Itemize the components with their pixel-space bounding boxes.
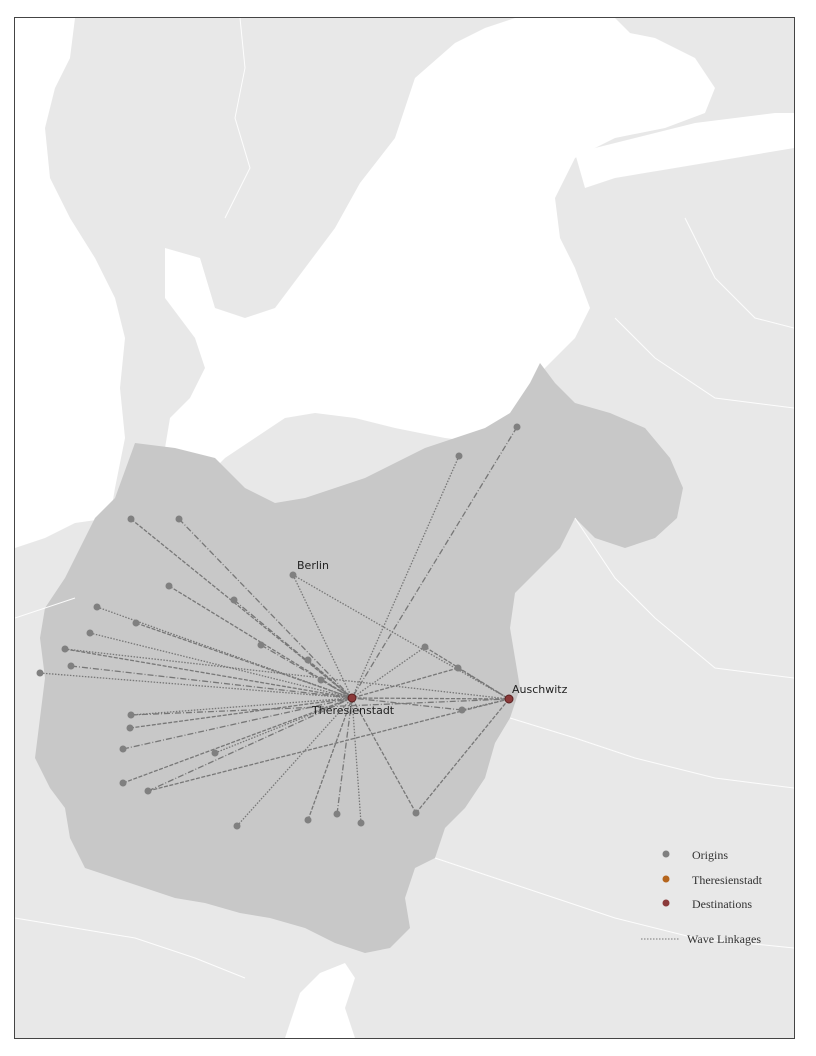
legend-linkages-label: Wave Linkages <box>687 932 761 946</box>
auschwitz-label: Auschwitz <box>512 683 568 696</box>
linkage-line <box>292 574 510 700</box>
linkage-line <box>64 648 353 699</box>
linkage-line <box>130 698 510 716</box>
map-frame: Berlin Theresienstadt Auschwitz Origins … <box>14 17 795 1039</box>
linkage-line <box>307 697 353 821</box>
linkage-line <box>122 697 353 784</box>
origin-point[interactable] <box>175 515 183 523</box>
linkage-line <box>64 648 510 700</box>
linkage-line <box>178 518 353 699</box>
linkage-line <box>457 667 510 700</box>
origin-point[interactable] <box>165 582 173 590</box>
linkage-line <box>39 672 353 699</box>
auschwitz-point[interactable] <box>504 694 514 704</box>
origin-point[interactable] <box>333 810 341 818</box>
linkage-line <box>135 622 353 699</box>
gulf-finland <box>575 113 794 188</box>
linkage-line <box>351 426 518 699</box>
origin-point[interactable] <box>67 662 75 670</box>
origin-points <box>36 423 521 830</box>
origin-point[interactable] <box>86 629 94 637</box>
legend-destinations-marker <box>662 899 670 907</box>
origin-point[interactable] <box>132 619 140 627</box>
origin-point[interactable] <box>93 603 101 611</box>
legend-origins-marker <box>662 850 670 858</box>
reich-region <box>35 363 683 953</box>
origin-point[interactable] <box>257 641 265 649</box>
legend-theresienstadt-marker <box>662 875 670 883</box>
linkage-line <box>147 698 510 792</box>
theresienstadt-label: Theresienstadt <box>311 704 395 717</box>
country-borders <box>15 18 794 979</box>
linkage-line <box>351 667 459 699</box>
origin-point[interactable] <box>455 452 463 460</box>
origin-point[interactable] <box>144 787 152 795</box>
origin-point[interactable] <box>230 596 238 604</box>
origin-point[interactable] <box>513 423 521 431</box>
linkage-line <box>130 697 353 716</box>
linkage-line <box>122 697 353 750</box>
origin-point[interactable] <box>304 816 312 824</box>
linkage-line <box>351 697 463 711</box>
linkage-line <box>130 518 353 699</box>
linkage-line <box>336 697 353 815</box>
linkage-line <box>70 665 353 699</box>
origin-point[interactable] <box>454 664 462 672</box>
linkage-line <box>147 697 353 792</box>
north-sea <box>15 18 125 548</box>
origin-point[interactable] <box>421 643 429 651</box>
berlin-label: Berlin <box>297 559 329 572</box>
adriatic-sea <box>285 963 355 1038</box>
theresienstadt-point[interactable] <box>347 693 357 703</box>
legend-destinations-label: Destinations <box>692 897 752 911</box>
linkage-line <box>307 659 353 699</box>
linkage-line <box>260 644 353 699</box>
linkage-line <box>351 455 460 699</box>
origin-point[interactable] <box>119 745 127 753</box>
origin-point[interactable] <box>119 779 127 787</box>
origin-point[interactable] <box>233 822 241 830</box>
origin-point[interactable] <box>412 809 420 817</box>
linkage-line <box>351 697 510 700</box>
origin-point[interactable] <box>61 645 69 653</box>
baltic-sea <box>165 23 715 478</box>
origin-point[interactable] <box>127 515 135 523</box>
linkage-line <box>233 599 353 699</box>
linkage-line <box>320 679 353 699</box>
legend-theresienstadt-label: Theresienstadt <box>692 873 763 887</box>
origin-point[interactable] <box>211 749 219 757</box>
origin-point[interactable] <box>36 669 44 677</box>
origin-point[interactable] <box>126 724 134 732</box>
legend: Origins Theresienstadt Destinations Wave… <box>641 848 763 946</box>
legend-origins-label: Origins <box>692 848 728 862</box>
map-canvas: Berlin Theresienstadt Auschwitz Origins … <box>15 18 794 1038</box>
gulf-bothnia <box>485 18 635 138</box>
origin-point[interactable] <box>458 706 466 714</box>
origin-point[interactable] <box>317 676 325 684</box>
origin-point[interactable] <box>304 656 312 664</box>
origin-point[interactable] <box>289 571 297 579</box>
linkage-line <box>415 698 510 814</box>
linkage-line <box>129 697 353 729</box>
origin-point[interactable] <box>127 711 135 719</box>
origin-point[interactable] <box>357 819 365 827</box>
